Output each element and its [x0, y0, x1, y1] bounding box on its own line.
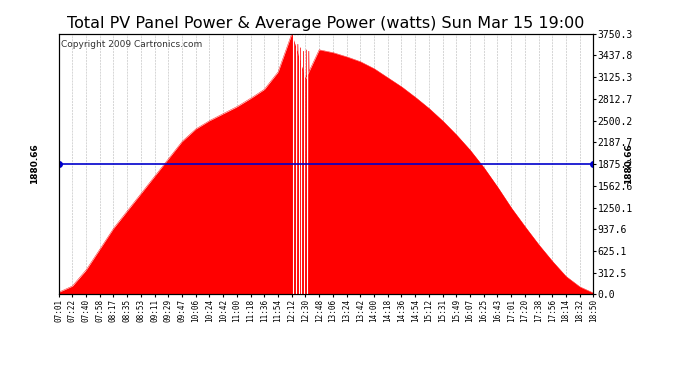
Text: 1880.66: 1880.66: [30, 143, 39, 184]
Text: Copyright 2009 Cartronics.com: Copyright 2009 Cartronics.com: [61, 40, 203, 49]
Title: Total PV Panel Power & Average Power (watts) Sun Mar 15 19:00: Total PV Panel Power & Average Power (wa…: [68, 16, 584, 31]
Text: 1880.66: 1880.66: [624, 143, 633, 184]
